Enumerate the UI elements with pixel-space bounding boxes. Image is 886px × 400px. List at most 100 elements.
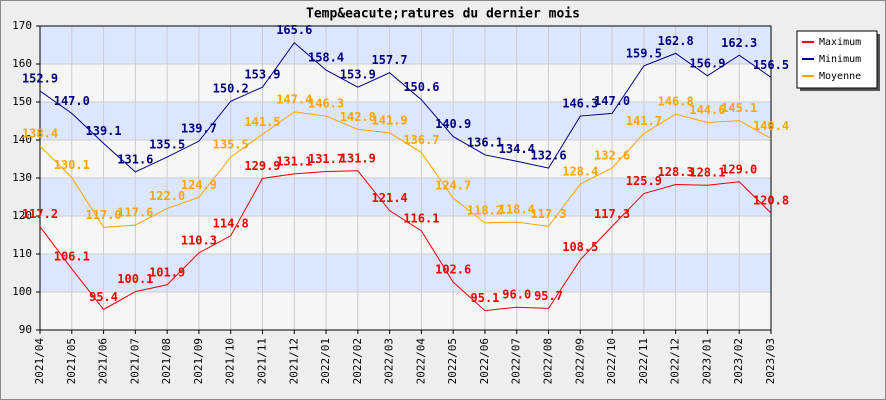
y-tick-label: 130: [12, 171, 32, 184]
value-label: 153.9: [340, 68, 376, 82]
value-label: 100.1: [117, 272, 153, 286]
value-label: 134.4: [499, 142, 535, 156]
value-label: 140.4: [753, 119, 789, 133]
value-label: 131.7: [308, 152, 344, 166]
value-label: 140.9: [435, 117, 471, 131]
value-label: 139.1: [86, 124, 122, 138]
value-label: 146.8: [658, 95, 694, 109]
x-tick-label: 2022/11: [637, 338, 650, 384]
value-label: 135.5: [213, 138, 249, 152]
x-tick-label: 2022/05: [446, 338, 459, 384]
value-label: 129.0: [721, 162, 757, 176]
value-label: 141.9: [372, 113, 408, 127]
value-label: 135.5: [149, 138, 185, 152]
value-label: 102.6: [435, 263, 471, 277]
value-label: 116.1: [403, 211, 439, 225]
value-label: 122.0: [149, 189, 185, 203]
value-label: 101.9: [149, 265, 185, 279]
value-label: 120.8: [753, 193, 789, 207]
value-label: 144.6: [689, 103, 725, 117]
value-label: 125.9: [626, 174, 662, 188]
series-line: [39, 170, 772, 312]
value-label: 146.3: [308, 97, 344, 111]
x-tick-label: 2022/06: [478, 338, 491, 384]
value-label: 136.1: [467, 135, 503, 149]
x-tick-label: 2021/07: [128, 338, 141, 384]
band: [40, 102, 771, 140]
value-label: 95.4: [89, 290, 118, 304]
x-tick-label: 2022/04: [414, 338, 427, 385]
value-label: 150.6: [403, 80, 439, 94]
legend-label: Maximum: [819, 37, 861, 48]
value-label: 128.3: [658, 165, 694, 179]
x-tick-label: 2021/05: [65, 338, 78, 384]
x-tick-label: 2023/01: [700, 338, 713, 384]
value-label: 114.8: [213, 216, 249, 230]
value-label: 117.3: [594, 207, 630, 221]
x-tick-label: 2021/09: [192, 338, 205, 384]
y-tick-label: 170: [12, 19, 32, 32]
x-tick-label: 2023/02: [732, 338, 745, 384]
value-label: 157.7: [372, 53, 408, 67]
value-label: 159.5: [626, 46, 662, 60]
value-label: 153.9: [244, 68, 280, 82]
x-tick-label: 2022/08: [542, 338, 555, 384]
value-label: 152.9: [22, 71, 58, 85]
value-label: 106.1: [54, 249, 90, 263]
value-label: 147.0: [54, 94, 90, 108]
x-tick-label: 2021/08: [160, 338, 173, 384]
value-label: 108.5: [562, 240, 598, 254]
series-line: [39, 41, 772, 173]
y-tick-label: 160: [12, 57, 32, 70]
value-label: 132.6: [530, 149, 566, 163]
value-label: 147.0: [594, 94, 630, 108]
value-label: 145.1: [721, 101, 757, 115]
y-tick-label: 100: [12, 285, 32, 298]
x-tick-label: 2022/01: [319, 338, 332, 384]
value-label: 124.9: [181, 178, 217, 192]
value-label: 128.4: [562, 165, 598, 179]
value-label: 162.3: [721, 36, 757, 50]
value-label: 131.9: [340, 151, 376, 165]
y-tick-label: 120: [12, 209, 32, 222]
value-label: 110.3: [181, 233, 217, 247]
series-line: [39, 111, 772, 228]
band: [40, 26, 771, 64]
value-label: 142.8: [340, 110, 376, 124]
value-label: 150.2: [213, 82, 249, 96]
x-tick-label: 2022/12: [669, 338, 682, 384]
value-label: 95.1: [471, 291, 500, 305]
value-label: 124.7: [435, 179, 471, 193]
value-label: 162.8: [658, 34, 694, 48]
x-tick-label: 2022/10: [605, 338, 618, 384]
value-label: 131.6: [117, 152, 153, 166]
value-label: 165.6: [276, 23, 312, 37]
legend-label: Minimum: [819, 54, 861, 65]
x-tick-label: 2021/11: [255, 338, 268, 384]
x-tick-label: 2021/04: [33, 338, 46, 385]
x-tick-label: 2022/02: [351, 338, 364, 384]
plot-frame: [39, 25, 772, 331]
value-label: 132.6: [594, 149, 630, 163]
value-label: 95.7: [534, 289, 563, 303]
y-tick-label: 110: [12, 247, 32, 260]
band: [40, 178, 771, 216]
legend-label: Moyenne: [819, 71, 861, 82]
x-tick-label: 2022/07: [510, 338, 523, 384]
value-label: 141.7: [626, 114, 662, 128]
x-tick-label: 2021/10: [224, 338, 237, 384]
value-label: 139.7: [181, 122, 217, 136]
x-tick-label: 2023/03: [764, 338, 777, 384]
value-label: 117.3: [530, 207, 566, 221]
value-label: 146.3: [562, 97, 598, 111]
value-label: 121.4: [372, 191, 408, 205]
value-label: 158.4: [308, 51, 344, 65]
value-label: 118.4: [499, 203, 535, 217]
y-tick-label: 150: [12, 95, 32, 108]
value-label: 141.5: [244, 115, 280, 129]
value-label: 129.9: [244, 159, 280, 173]
value-label: 117.6: [117, 206, 153, 220]
x-tick-label: 2022/03: [383, 338, 396, 384]
x-tick-label: 2022/09: [573, 338, 586, 384]
